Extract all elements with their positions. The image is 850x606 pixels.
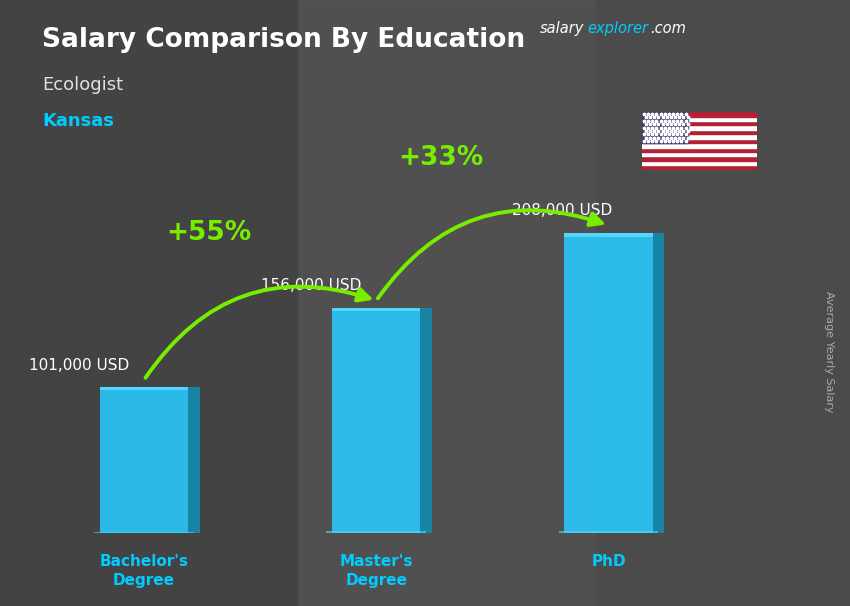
Bar [99, 387, 188, 390]
Text: PhD: PhD [592, 553, 626, 568]
Bar [642, 112, 688, 143]
Text: +55%: +55% [167, 220, 252, 245]
Text: 208,000 USD: 208,000 USD [512, 203, 612, 218]
Bar [642, 112, 756, 116]
Bar [642, 143, 756, 147]
Bar [558, 531, 659, 533]
Bar [642, 147, 756, 152]
Text: Bachelor's
Degree: Bachelor's Degree [99, 553, 189, 588]
Text: Master's
Degree: Master's Degree [339, 553, 413, 588]
Bar [564, 233, 653, 533]
Bar [642, 135, 756, 139]
Bar [642, 130, 756, 135]
Bar [642, 116, 756, 121]
Text: .com: .com [650, 21, 686, 36]
Text: Average Yearly Salary: Average Yearly Salary [824, 291, 834, 412]
Bar [332, 308, 421, 311]
Bar [298, 0, 595, 606]
Bar [642, 125, 756, 130]
Text: Ecologist: Ecologist [42, 76, 123, 94]
Bar [595, 0, 850, 606]
Bar [642, 161, 756, 165]
Bar [642, 139, 756, 143]
Bar [642, 156, 756, 161]
Bar [642, 152, 756, 156]
Bar [99, 387, 188, 533]
Bar [326, 531, 426, 533]
Bar [642, 121, 756, 125]
Bar [94, 532, 194, 533]
Bar [0, 0, 298, 606]
Bar [421, 308, 432, 533]
Text: Salary Comparison By Education: Salary Comparison By Education [42, 27, 525, 53]
Bar [188, 387, 200, 533]
Bar [642, 165, 756, 170]
Bar [332, 308, 421, 533]
Text: Kansas: Kansas [42, 112, 115, 130]
Text: +33%: +33% [399, 145, 484, 170]
Text: 101,000 USD: 101,000 USD [29, 358, 129, 373]
Text: explorer: explorer [587, 21, 649, 36]
Bar [564, 233, 653, 237]
Bar [653, 233, 664, 533]
Text: 156,000 USD: 156,000 USD [261, 278, 361, 293]
Text: salary: salary [540, 21, 584, 36]
